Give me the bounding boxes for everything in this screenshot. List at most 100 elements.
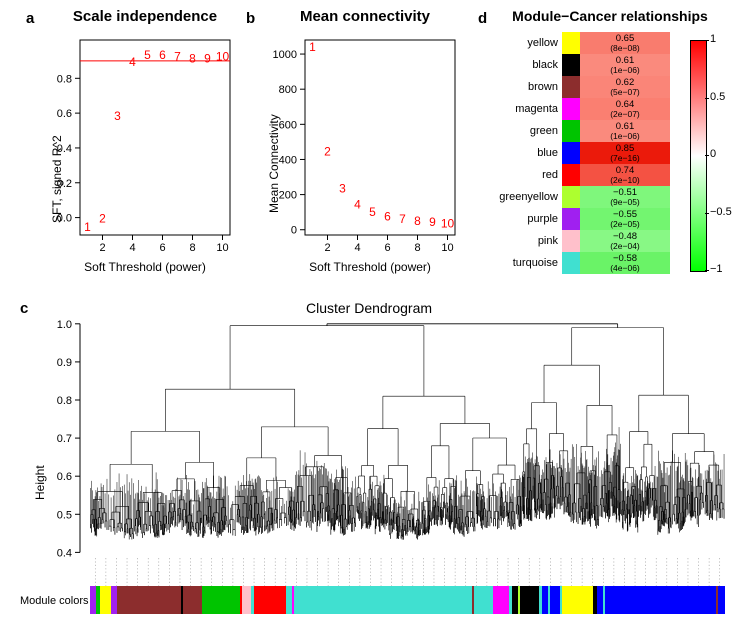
colorbar-tick — [705, 40, 709, 41]
module-name: greenyellow — [490, 191, 562, 203]
module-swatch — [562, 252, 580, 274]
module-swatch — [562, 120, 580, 142]
module-name: black — [490, 59, 562, 71]
module-swatch — [562, 186, 580, 208]
module-row: black 0.61(1e−06) — [490, 54, 670, 76]
module-corr-cell: 0.64(2e−07) — [580, 98, 670, 120]
colorbar-tick-label: 0 — [710, 148, 716, 160]
module-pval: (9e−05) — [610, 198, 640, 207]
panel-b-xlabel: Soft Threshold (power) — [285, 260, 455, 274]
data-point: 3 — [339, 181, 346, 195]
colorbar-tick — [705, 155, 709, 156]
panel-b-ylabel: Mean Connectivity — [267, 114, 281, 213]
data-point: 9 — [429, 215, 436, 229]
panel-a-label: a — [26, 10, 34, 27]
colorbar-tick-label: −1 — [710, 263, 723, 275]
y-tick-label: 200 — [279, 190, 297, 202]
data-point: 2 — [324, 145, 331, 159]
module-corr-cell: −0.55(2e−05) — [580, 208, 670, 230]
data-point: 7 — [399, 212, 406, 226]
data-point: 8 — [414, 214, 421, 228]
module-swatch — [562, 142, 580, 164]
x-tick-label: 8 — [414, 242, 420, 254]
module-row: blue0.85(7e−16) — [490, 142, 670, 164]
module-swatch — [562, 32, 580, 54]
module-pval: (2e−10) — [610, 176, 640, 185]
module-color-segment — [562, 586, 594, 614]
module-pval: (2e−05) — [610, 220, 640, 229]
module-color-segment — [605, 586, 716, 614]
x-tick-label: 4 — [354, 242, 360, 254]
module-corr-cell: 0.61(1e−06) — [580, 120, 670, 142]
module-color-segment — [294, 586, 472, 614]
panel-a-chart: 12345678910 246810 0.00.20.40.60.8 — [40, 20, 240, 280]
module-name: green — [490, 125, 562, 137]
data-point: 4 — [354, 197, 361, 211]
module-row: turquoise−0.58(4e−06) — [490, 252, 670, 274]
module-row: pink−0.48(2e−04) — [490, 230, 670, 252]
x-tick-label: 10 — [216, 242, 228, 254]
data-point: 1 — [84, 220, 91, 234]
module-pval: (1e−06) — [610, 132, 640, 141]
module-row: red0.74(2e−10) — [490, 164, 670, 186]
module-name: blue — [490, 147, 562, 159]
module-color-segment — [242, 586, 252, 614]
data-point: 7 — [174, 50, 181, 64]
figure-root: a Scale independence 12345678910 246810 … — [0, 0, 738, 627]
colorbar-tick — [705, 213, 709, 214]
panel-c-ylabel: Height — [33, 465, 47, 500]
module-pval: (1e−06) — [610, 66, 640, 75]
x-tick-label: 2 — [99, 242, 105, 254]
y-tick-label: 400 — [279, 154, 297, 166]
module-swatch — [562, 230, 580, 252]
module-pval: (4e−06) — [610, 264, 640, 273]
x-tick-label: 2 — [324, 242, 330, 254]
module-color-segment — [550, 586, 560, 614]
module-pval: (7e−16) — [610, 154, 640, 163]
panel-c-dendrogram: 0.40.50.60.70.80.91.0 — [30, 300, 730, 600]
panel-a-xlabel: Soft Threshold (power) — [60, 260, 230, 274]
module-name: red — [490, 169, 562, 181]
panel-c-module-colors-label: Module colors — [20, 595, 88, 607]
data-point: 2 — [99, 212, 106, 226]
data-point: 8 — [189, 51, 196, 65]
module-color-segment — [718, 586, 725, 614]
data-point: 5 — [144, 48, 151, 62]
panel-d-title: Module−Cancer relationships — [495, 8, 725, 24]
x-tick-label: 6 — [159, 242, 165, 254]
y-tick-label: 0.4 — [57, 547, 72, 559]
module-pval: (2e−07) — [610, 110, 640, 119]
colorbar-tick — [705, 270, 709, 271]
y-tick-label: 800 — [279, 84, 297, 96]
data-point: 9 — [204, 51, 211, 65]
module-swatch — [562, 98, 580, 120]
colorbar-tick-label: 1 — [710, 33, 716, 45]
module-color-segment — [100, 586, 111, 614]
module-color-segment — [202, 586, 240, 614]
y-tick-label: 0.8 — [57, 73, 72, 85]
x-tick-label: 8 — [189, 242, 195, 254]
panel-a-ylabel: SFT, signed R^2 — [50, 135, 64, 223]
module-color-segment — [520, 586, 539, 614]
module-color-segment — [254, 586, 286, 614]
data-point: 6 — [384, 210, 391, 224]
x-tick-label: 10 — [441, 242, 453, 254]
y-tick-label: 0.7 — [57, 433, 72, 445]
module-corr-cell: 0.61(1e−06) — [580, 54, 670, 76]
y-tick-label: 0.6 — [57, 108, 72, 120]
module-color-segment — [493, 586, 509, 614]
colorbar-tick-label: 0.5 — [710, 91, 725, 103]
data-point: 10 — [441, 216, 455, 230]
module-color-segment — [474, 586, 493, 614]
y-tick-label: 1.0 — [57, 319, 72, 331]
module-corr-cell: 0.62(5e−07) — [580, 76, 670, 98]
module-swatch — [562, 76, 580, 98]
module-corr-cell: 0.65(8e−08) — [580, 32, 670, 54]
y-tick-label: 600 — [279, 119, 297, 131]
module-row: brown0.62(5e−07) — [490, 76, 670, 98]
module-corr-cell: −0.58(4e−06) — [580, 252, 670, 274]
module-name: magenta — [490, 103, 562, 115]
data-point: 4 — [129, 55, 136, 69]
panel-d-label: d — [478, 10, 487, 27]
data-point: 5 — [369, 205, 376, 219]
